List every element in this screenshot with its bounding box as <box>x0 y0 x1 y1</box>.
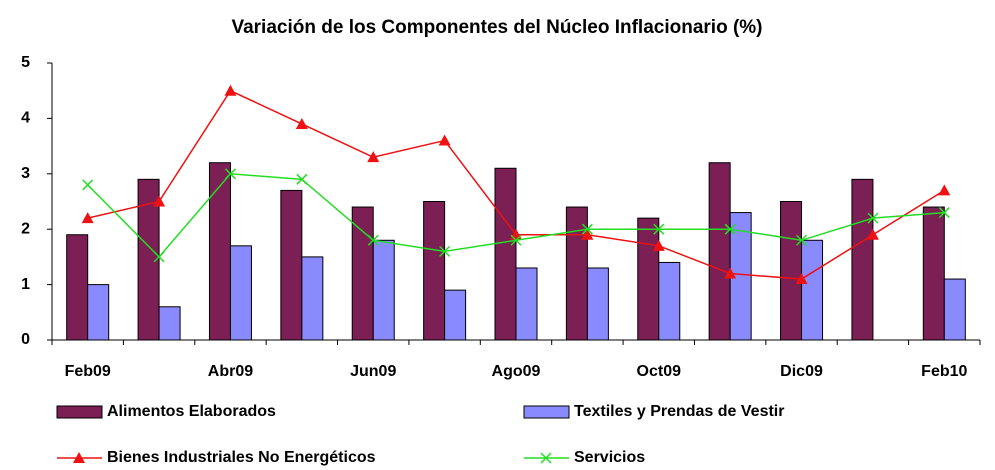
bar <box>515 267 538 341</box>
x-tick-label: Abr09 <box>208 363 253 380</box>
marker <box>439 245 451 257</box>
bar <box>66 234 89 341</box>
chart-title: Variación de los Componentes del Núcleo … <box>231 17 762 38</box>
bar <box>351 206 374 341</box>
marker <box>724 223 736 235</box>
x-tick-label: Feb09 <box>65 363 111 380</box>
legend-label: Alimentos Elaborados <box>107 403 276 420</box>
bar <box>780 201 803 341</box>
marker <box>796 234 808 246</box>
marker <box>581 223 593 235</box>
bar <box>851 178 874 341</box>
marker <box>82 179 94 191</box>
marker <box>296 173 308 185</box>
y-tick-label: 1 <box>21 276 30 293</box>
bar <box>801 239 824 341</box>
marker <box>81 212 94 224</box>
bar <box>301 256 324 341</box>
bar <box>494 167 517 341</box>
bar <box>708 162 731 341</box>
bar <box>658 261 681 341</box>
marker <box>153 251 165 263</box>
marker <box>866 228 879 240</box>
marker <box>224 84 237 96</box>
x-tick-label: Feb10 <box>921 363 967 380</box>
marker <box>652 239 665 251</box>
x-tick-label: Ago09 <box>492 363 541 380</box>
marker <box>153 195 166 207</box>
marker <box>73 452 85 463</box>
x-tick-label: Dic09 <box>780 363 823 380</box>
bar <box>444 289 467 341</box>
bar <box>943 278 966 341</box>
y-tick-label: 4 <box>21 110 30 127</box>
y-tick-label: 3 <box>21 165 30 182</box>
marker <box>367 234 379 246</box>
bar <box>372 239 395 341</box>
marker <box>540 452 552 464</box>
bar <box>229 245 252 341</box>
legend-label: Textiles y Prendas de Vestir <box>574 403 784 420</box>
marker <box>581 228 594 240</box>
marker <box>438 134 451 146</box>
marker <box>938 207 950 219</box>
x-tick-label: Oct09 <box>637 363 682 380</box>
legend-swatch <box>56 405 103 419</box>
bar <box>208 162 231 341</box>
marker <box>938 184 951 196</box>
legend-swatch <box>523 405 570 419</box>
marker <box>653 223 665 235</box>
marker <box>795 273 808 285</box>
y-tick-label: 2 <box>21 220 30 237</box>
bar <box>87 284 110 341</box>
marker <box>510 234 522 246</box>
marker <box>224 168 236 180</box>
bar <box>586 267 609 341</box>
bar <box>137 178 160 341</box>
marker <box>367 151 380 163</box>
bar <box>922 206 945 341</box>
x-tick-label: Jun09 <box>350 363 396 380</box>
marker <box>867 212 879 224</box>
marker <box>295 117 308 129</box>
bar <box>280 189 303 341</box>
marker <box>724 267 737 279</box>
bar <box>423 201 446 341</box>
bar <box>158 306 181 341</box>
bar <box>637 217 660 341</box>
legend-label: Bienes Industriales No Energéticos <box>107 449 376 466</box>
y-tick-label: 0 <box>21 331 30 348</box>
y-tick-label: 5 <box>21 54 30 71</box>
legend-label: Servicios <box>574 449 645 466</box>
